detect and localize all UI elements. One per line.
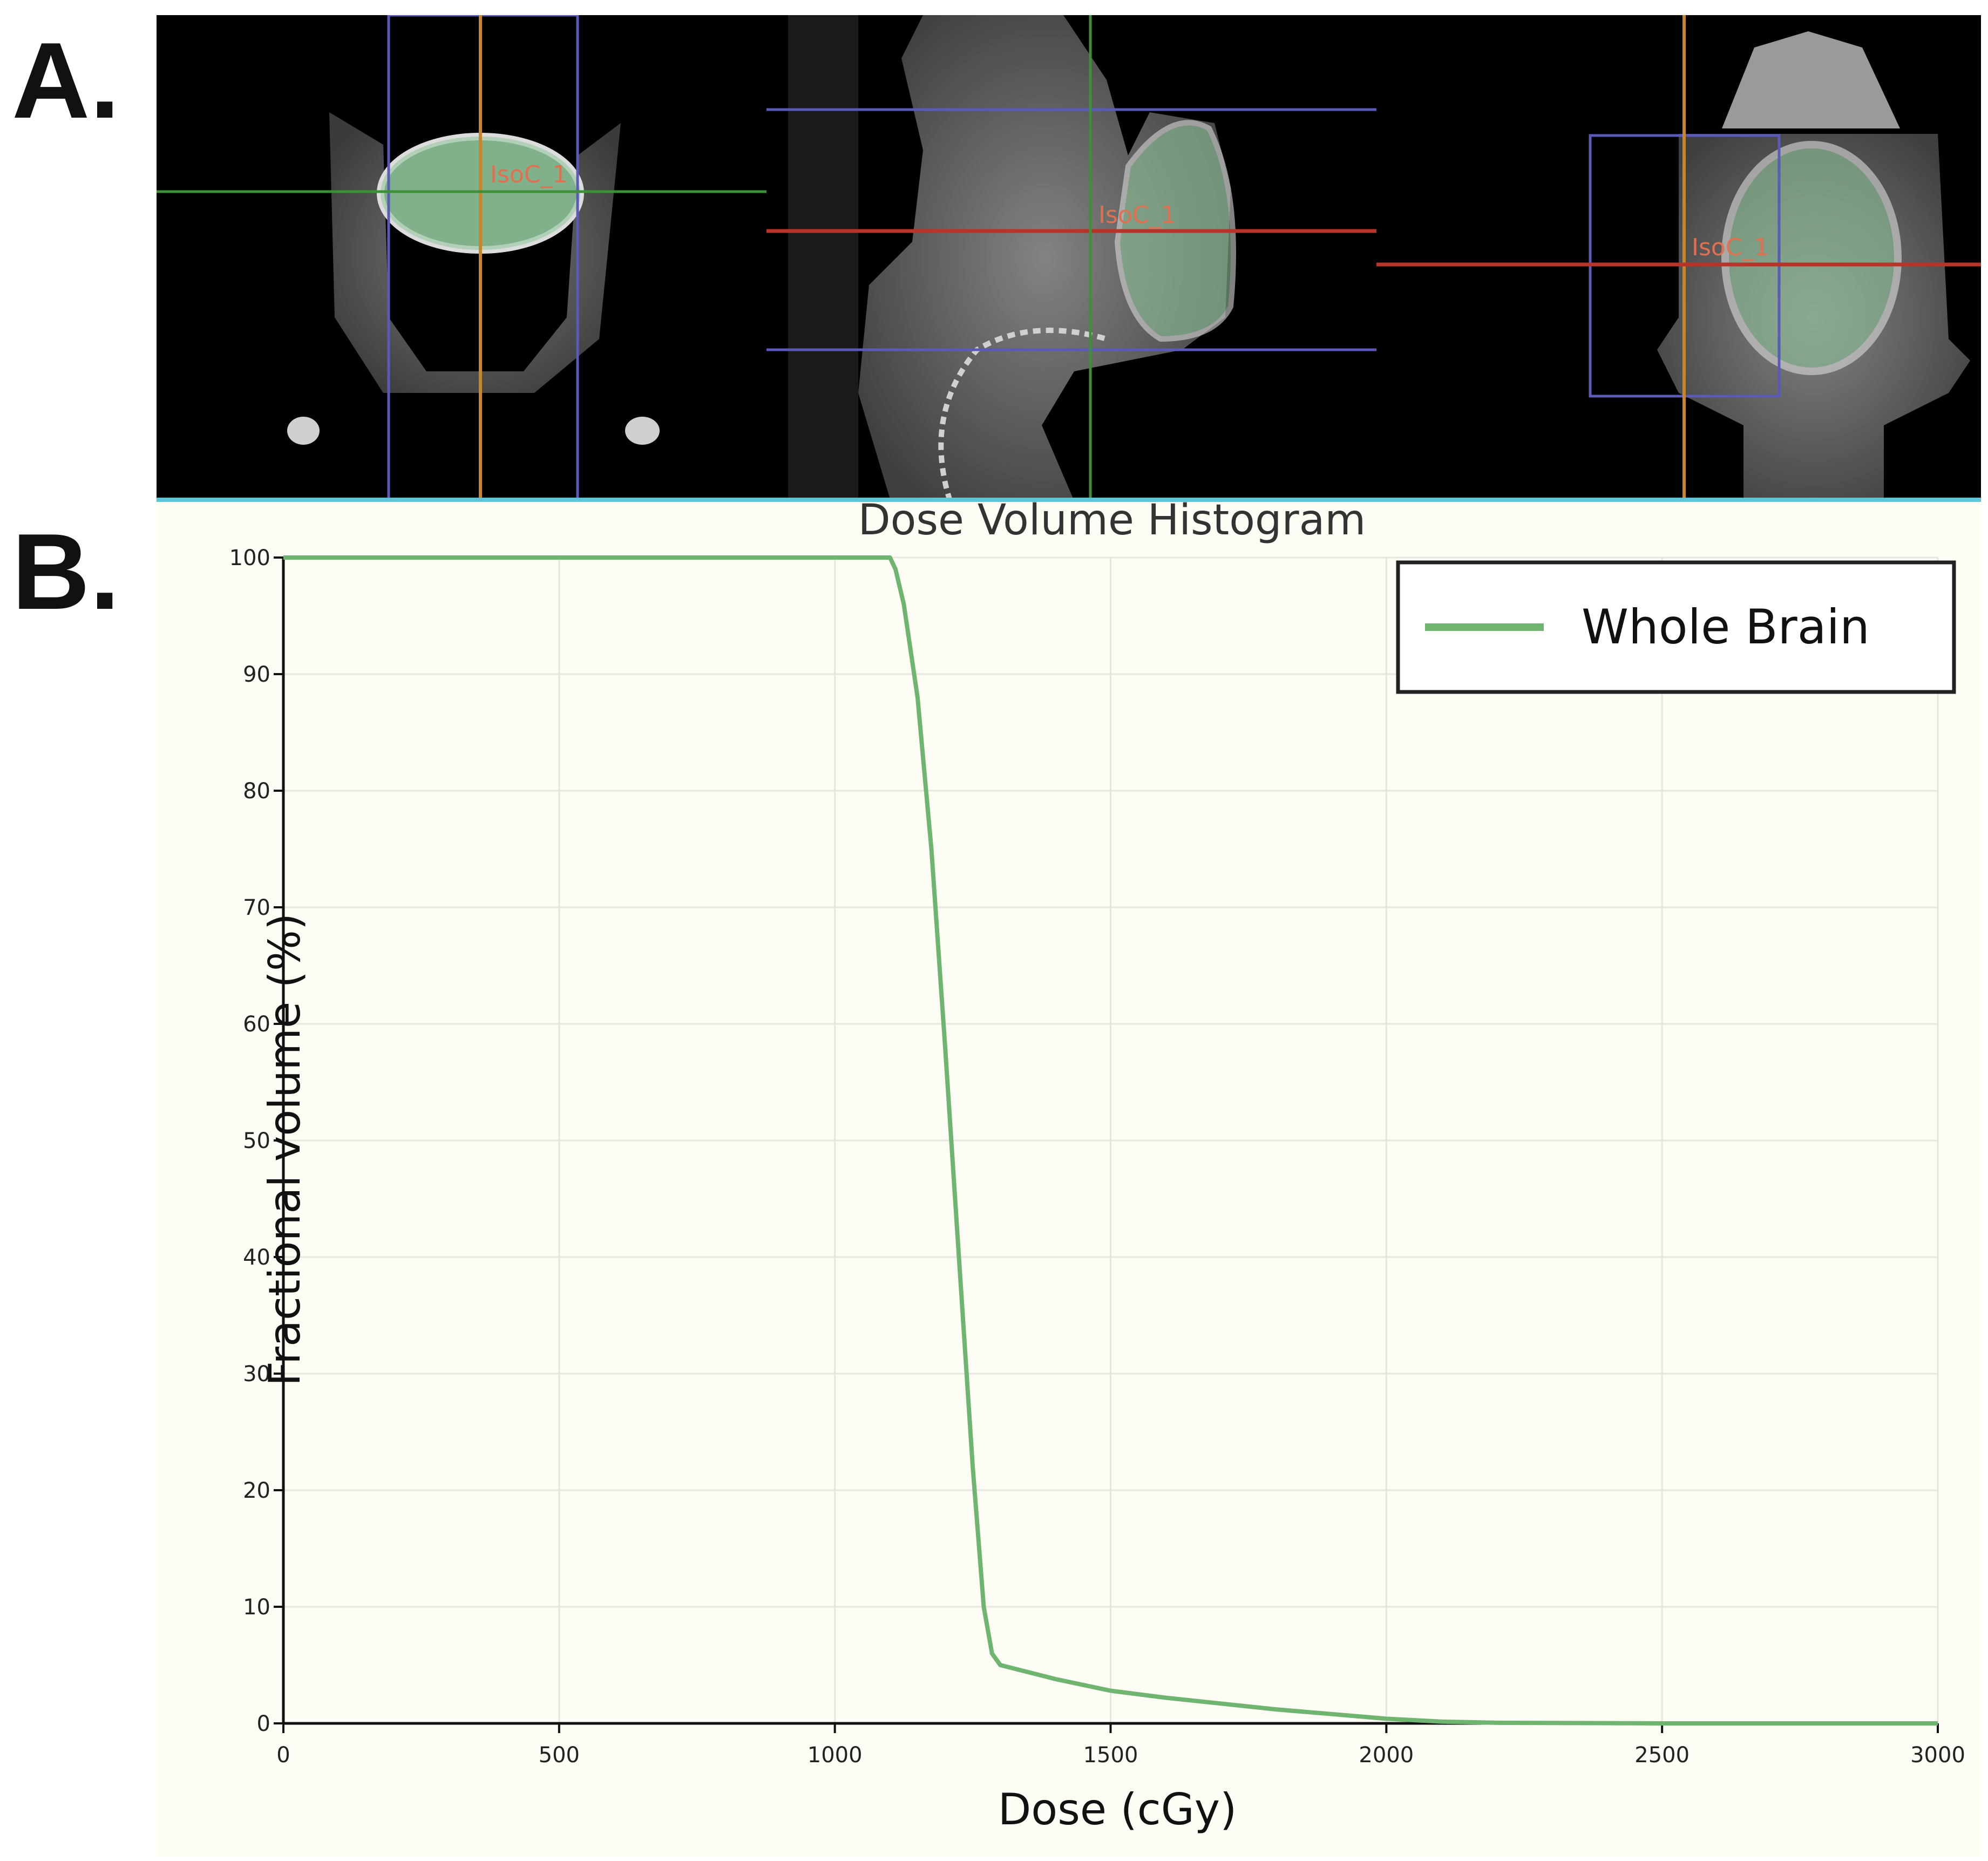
dvh-chart-panel: 0 500 1000 1500 2000 2500 3000 0 10 20 30 40 50 60 70… — [157, 502, 1981, 1857]
y-tick-label: 90 — [243, 662, 270, 687]
panel-label-a: A. — [12, 21, 120, 141]
chart-legend: Whole Brain — [1396, 560, 1956, 694]
y-tick-label: 80 — [243, 779, 270, 804]
y-tick-label: 20 — [243, 1478, 270, 1503]
y-tick-label: 30 — [243, 1362, 270, 1387]
x-tick-label: 1500 — [1083, 1743, 1138, 1768]
y-tick-label: 50 — [243, 1129, 270, 1153]
legend-label-whole-brain: Whole Brain — [1582, 599, 1870, 655]
y-tick-label: 100 — [229, 546, 270, 570]
x-tick-label: 2000 — [1359, 1743, 1414, 1768]
ct-marker-label-axial: IsoC_1 — [1692, 234, 1769, 261]
y-axis-ticks: 0 10 20 30 40 50 60 70 80 90 100 — [229, 546, 283, 1736]
chart-title: Dose Volume Histogram — [858, 502, 1366, 545]
y-tick-label: 70 — [243, 895, 270, 920]
x-tick-label: 3000 — [1910, 1743, 1965, 1768]
ct-marker-label-coronal: IsoC_1 — [490, 161, 568, 188]
x-tick-label: 2500 — [1634, 1743, 1690, 1768]
y-tick-label: 40 — [243, 1245, 270, 1270]
grid-lines — [283, 556, 1939, 1723]
ct-view-sagittal: IsoC_1 — [766, 15, 1376, 501]
x-axis-ticks: 0 500 1000 1500 2000 2500 3000 — [276, 1723, 1965, 1768]
y-axis-title: Fractional volume (%) — [260, 913, 310, 1386]
series-layer — [283, 555, 1938, 1726]
ct-strip-underline — [157, 498, 1981, 502]
x-axis-title: Dose (cGy) — [998, 1784, 1237, 1835]
series-line-0 — [283, 555, 1938, 1726]
y-tick-label: 10 — [243, 1595, 270, 1620]
ct-view-coronal: IsoC_1 — [157, 15, 766, 501]
x-tick-label: 0 — [276, 1743, 290, 1768]
dvh-chart: 0 500 1000 1500 2000 2500 3000 0 10 20 30 40 50 60 70… — [229, 502, 1965, 1835]
ct-view-axial: IsoC_1 — [1376, 15, 1981, 501]
panel-label-b: B. — [12, 512, 120, 632]
x-tick-label: 500 — [539, 1743, 580, 1768]
x-tick-label: 1000 — [808, 1743, 863, 1768]
y-tick-label: 60 — [243, 1012, 270, 1037]
ct-image-strip: IsoC_1 IsoC_1 IsoC_1 — [157, 15, 1981, 501]
ct-marker-label-sagittal: IsoC_1 — [1098, 201, 1176, 229]
y-tick-label: 0 — [257, 1711, 270, 1736]
